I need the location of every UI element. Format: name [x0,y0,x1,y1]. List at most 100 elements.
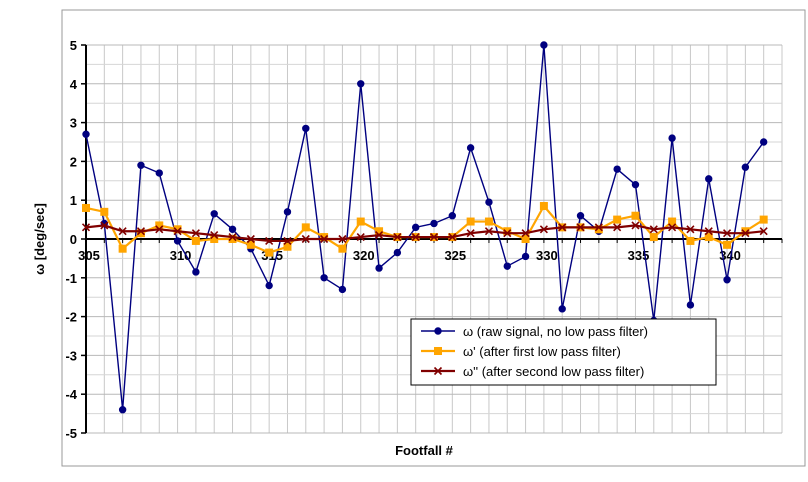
data-point [338,244,347,253]
data-point [228,235,237,243]
legend-box [410,318,717,386]
data-point [594,223,603,232]
data-point [301,234,310,244]
data-point [100,221,109,230]
y-tick-label: 3 [70,116,77,131]
data-point [503,229,512,238]
data-point [539,225,548,234]
data-point [429,232,439,242]
data-point [558,223,567,232]
data-point [741,163,750,171]
data-point [484,227,494,236]
data-point [173,237,182,245]
data-point [82,203,90,212]
data-point [356,232,365,242]
data-point [686,236,695,245]
y-tick-label: -2 [65,310,77,325]
y-tick-label: -5 [65,426,77,441]
data-point [668,134,676,142]
x-tick-label: 340 [719,248,741,263]
data-point [393,248,402,257]
x-axis-title: Footfall # [395,443,454,458]
data-point [81,223,91,232]
series-line [85,44,765,410]
y-tick-label: -3 [65,348,77,363]
data-point [320,274,328,282]
x-tick-label: 325 [444,248,466,263]
y-tick-label: 1 [70,193,77,208]
series-line [85,224,764,243]
x-tick-label: 320 [353,248,375,263]
legend-label: ω' (after first low pass filter) [463,344,621,359]
data-point [283,236,292,246]
data-point [668,223,677,232]
data-point [686,301,695,309]
data-point [540,41,548,49]
data-point [723,276,731,284]
data-point [631,211,640,220]
data-point [430,219,438,228]
data-point [118,227,127,236]
data-point [448,212,457,220]
data-point [484,217,493,226]
data-point [283,208,292,216]
data-point [411,223,420,232]
data-point [375,264,383,272]
data-point [613,223,622,232]
data-point [722,229,732,238]
data-point [704,233,713,242]
y-tick-label: 5 [70,38,77,53]
data-point [759,138,768,146]
data-point [191,236,200,245]
x-tick-label: 330 [536,248,558,263]
data-point [228,225,237,234]
data-point [210,231,219,240]
data-point [192,268,200,276]
data-point [265,281,273,290]
data-point [686,225,695,234]
data-point [302,124,310,133]
series-1 [82,41,768,414]
data-point [356,217,365,226]
data-point [649,225,658,234]
data-point [466,144,475,152]
y-tick-label: 4 [70,77,78,92]
y-tick-label: 0 [70,232,77,247]
data-point [503,262,511,270]
legend-swatch-marker [434,347,442,355]
data-point [191,229,200,238]
data-point [155,169,163,177]
series-layer [81,41,768,414]
data-point [137,161,145,169]
legend-swatch-marker [433,366,443,376]
data-point [246,240,255,249]
data-point [704,227,713,236]
data-point [723,240,732,249]
data-point [741,229,750,238]
data-point [411,232,420,242]
y-tick-label: -4 [65,387,77,402]
data-point [283,242,292,251]
data-point [613,215,622,224]
data-point [668,217,677,226]
data-point [210,210,218,218]
x-tick-label: 310 [170,248,192,263]
data-point [759,227,768,236]
data-point [466,217,475,226]
data-point [576,212,585,220]
data-point [503,227,512,236]
data-point [374,231,384,240]
data-point [448,232,457,242]
data-point [82,130,90,138]
legend-label: ω (raw signal, no low pass filter) [463,324,648,339]
data-point [173,225,182,234]
data-point [466,229,475,238]
data-point [558,305,566,313]
y-tick-label: 2 [70,154,77,169]
data-point [118,244,127,253]
data-point [393,232,402,242]
data-point [136,227,146,236]
data-point [631,221,640,230]
x-tick-label: 305 [78,248,100,263]
